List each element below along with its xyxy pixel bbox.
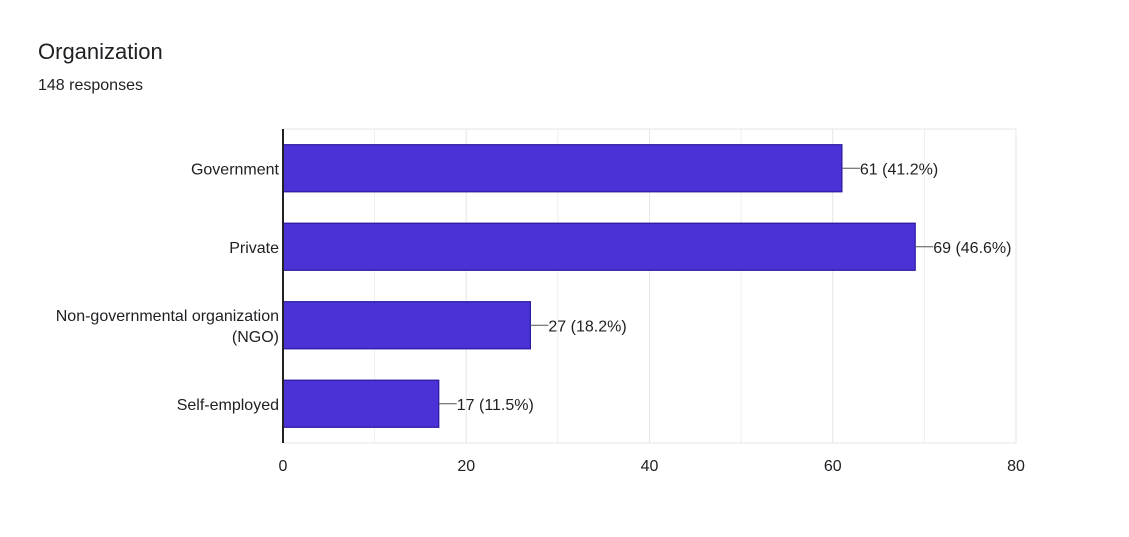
category-label: (NGO) (232, 329, 279, 346)
category-label: Private (229, 240, 279, 257)
bar (282, 222, 916, 271)
bar (282, 379, 440, 428)
bar (282, 144, 843, 193)
value-label: 61 (41.2%) (860, 161, 938, 178)
chart-title: Organization (38, 39, 163, 64)
category-label: Self-employed (177, 397, 279, 414)
x-tick-label: 20 (457, 458, 475, 475)
value-label: 17 (11.5%) (457, 397, 534, 414)
value-label: 27 (18.2%) (548, 318, 626, 335)
bar (282, 301, 531, 350)
response-count: 148 responses (38, 77, 143, 94)
x-tick-label: 40 (641, 458, 659, 475)
value-label: 69 (46.6%) (933, 240, 1011, 257)
x-tick-label: 0 (279, 458, 288, 475)
x-tick-label: 80 (1007, 458, 1025, 475)
category-label: Non-governmental organization (56, 308, 279, 325)
x-tick-label: 60 (824, 458, 842, 475)
category-label: Government (191, 161, 280, 178)
